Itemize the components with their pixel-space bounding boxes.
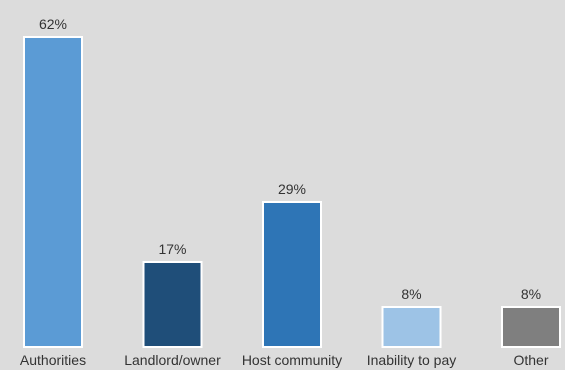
category-label: Authorities — [20, 352, 86, 368]
bar-inability-to-pay — [381, 306, 442, 348]
value-label: 8% — [521, 286, 541, 302]
value-label: 29% — [278, 181, 306, 197]
bar-authorities — [23, 36, 83, 348]
bar-host-community — [262, 201, 322, 348]
bar-landlord-owner — [142, 261, 203, 348]
category-label: Landlord/owner — [124, 352, 221, 368]
bar-other — [501, 306, 561, 348]
category-label: Other — [513, 352, 548, 368]
category-label: Host community — [242, 352, 342, 368]
value-label: 62% — [39, 16, 67, 32]
value-label: 8% — [401, 286, 421, 302]
value-label: 17% — [158, 241, 186, 257]
category-label: Inability to pay — [367, 352, 457, 368]
